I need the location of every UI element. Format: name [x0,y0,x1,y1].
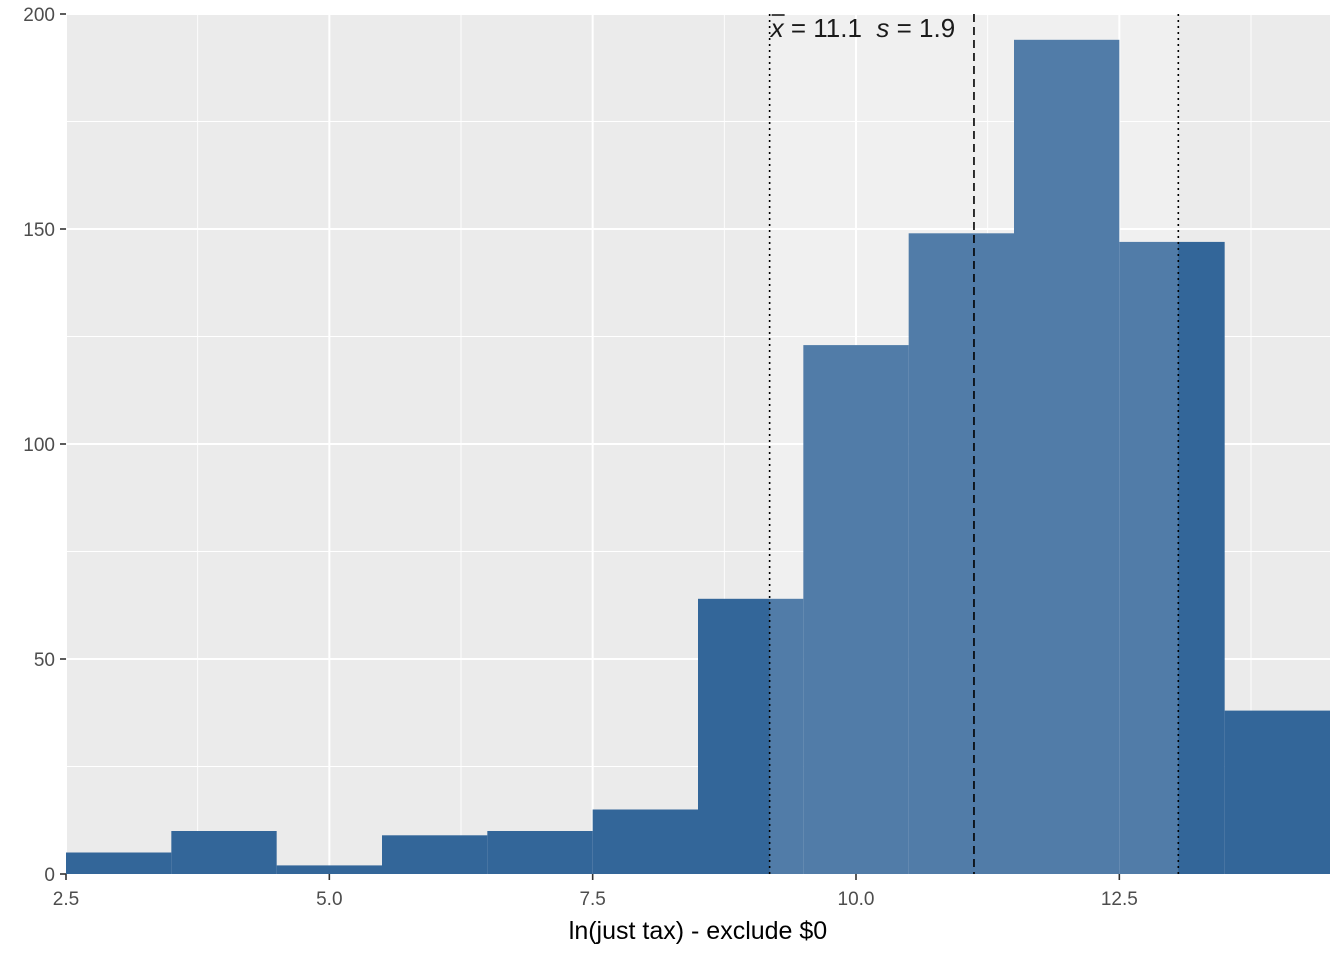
y-tick-label: 150 [23,220,55,241]
histogram-bar [171,831,277,874]
mean-sd-annotation: x = 11.1 s = 1.9 [769,13,956,43]
histogram-bar [1014,39,1120,875]
histogram-bar [382,835,488,874]
histogram-bar [276,865,382,874]
mean-symbol: x [769,13,785,43]
y-tick-label: 200 [23,5,55,26]
annotation-text: x = 11.1 s = 1.9 [769,13,956,43]
y-tick-label: 100 [23,435,55,456]
x-tick-label: 12.5 [1101,889,1138,910]
histogram-bar [1224,710,1330,874]
y-tick-label: 50 [34,650,55,671]
histogram-bar [487,831,593,874]
x-tick-label: 2.5 [53,889,79,910]
x-axis: 2.5 5.0 7.5 10.0 12.5 [53,874,1138,910]
y-tick-label: 0 [44,865,55,886]
histogram-bar [592,809,698,874]
y-axis: 0 50 100 150 200 [23,5,66,886]
histogram-bar [803,345,909,875]
mean-value: = 11.1 [784,13,877,43]
x-tick-label: 10.0 [838,889,875,910]
sd-symbol: s [876,13,889,43]
x-tick-label: 7.5 [579,889,605,910]
histogram-bar [66,852,172,874]
x-axis-title: ln(just tax) - exclude $0 [569,917,827,945]
histogram-bars [66,39,1330,875]
x-tick-label: 5.0 [316,889,342,910]
sd-value: = 1.9 [889,13,955,43]
histogram-bar [908,233,1014,875]
histogram-bar [1119,241,1225,874]
histogram-bar [698,598,804,874]
